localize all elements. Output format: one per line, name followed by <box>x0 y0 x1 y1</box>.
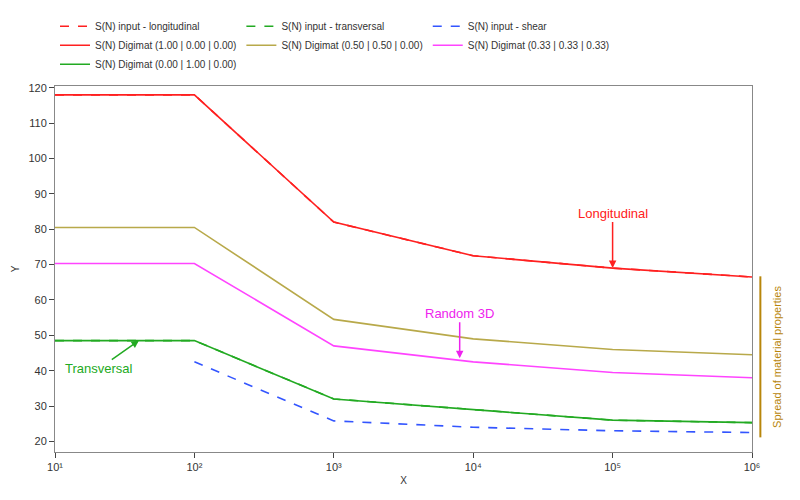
svg-text:40: 40 <box>35 365 47 377</box>
svg-text:80: 80 <box>35 223 47 235</box>
svg-text:S(N) Digimat (0.50 | 0.50 | 0.: S(N) Digimat (0.50 | 0.50 | 0.00) <box>281 40 422 51</box>
svg-text:Random 3D: Random 3D <box>425 306 494 321</box>
svg-text:S(N) Digimat (0.33 | 0.33 | 0.: S(N) Digimat (0.33 | 0.33 | 0.33) <box>468 40 609 51</box>
svg-text:S(N) Digimat (1.00 | 0.00 | 0.: S(N) Digimat (1.00 | 0.00 | 0.00) <box>95 40 236 51</box>
svg-text:Transversal: Transversal <box>65 361 133 376</box>
svg-text:S(N) input - shear: S(N) input - shear <box>468 21 548 32</box>
svg-text:120: 120 <box>28 82 46 94</box>
svg-text:Longitudinal: Longitudinal <box>578 206 648 221</box>
svg-text:20: 20 <box>35 435 47 447</box>
svg-text:Y: Y <box>10 265 21 272</box>
svg-text:S(N) input - longitudinal: S(N) input - longitudinal <box>95 21 200 32</box>
svg-text:10⁴: 10⁴ <box>465 461 482 473</box>
svg-text:Spread of material properties: Spread of material properties <box>771 286 783 428</box>
svg-text:30: 30 <box>35 400 47 412</box>
svg-text:110: 110 <box>29 117 47 129</box>
svg-text:100: 100 <box>28 152 46 164</box>
svg-text:10³: 10³ <box>326 461 342 473</box>
svg-text:10⁶: 10⁶ <box>744 461 761 473</box>
svg-text:10¹: 10¹ <box>47 461 63 473</box>
svg-text:50: 50 <box>35 329 47 341</box>
svg-text:10⁵: 10⁵ <box>604 461 621 473</box>
svg-text:X: X <box>400 475 407 486</box>
svg-text:70: 70 <box>35 258 47 270</box>
svg-text:60: 60 <box>35 294 47 306</box>
svg-text:90: 90 <box>35 188 47 200</box>
svg-text:S(N) Digimat (0.00 | 1.00 | 0.: S(N) Digimat (0.00 | 1.00 | 0.00) <box>95 59 236 70</box>
svg-text:10²: 10² <box>186 461 202 473</box>
svg-text:S(N) input - transversal: S(N) input - transversal <box>281 21 384 32</box>
